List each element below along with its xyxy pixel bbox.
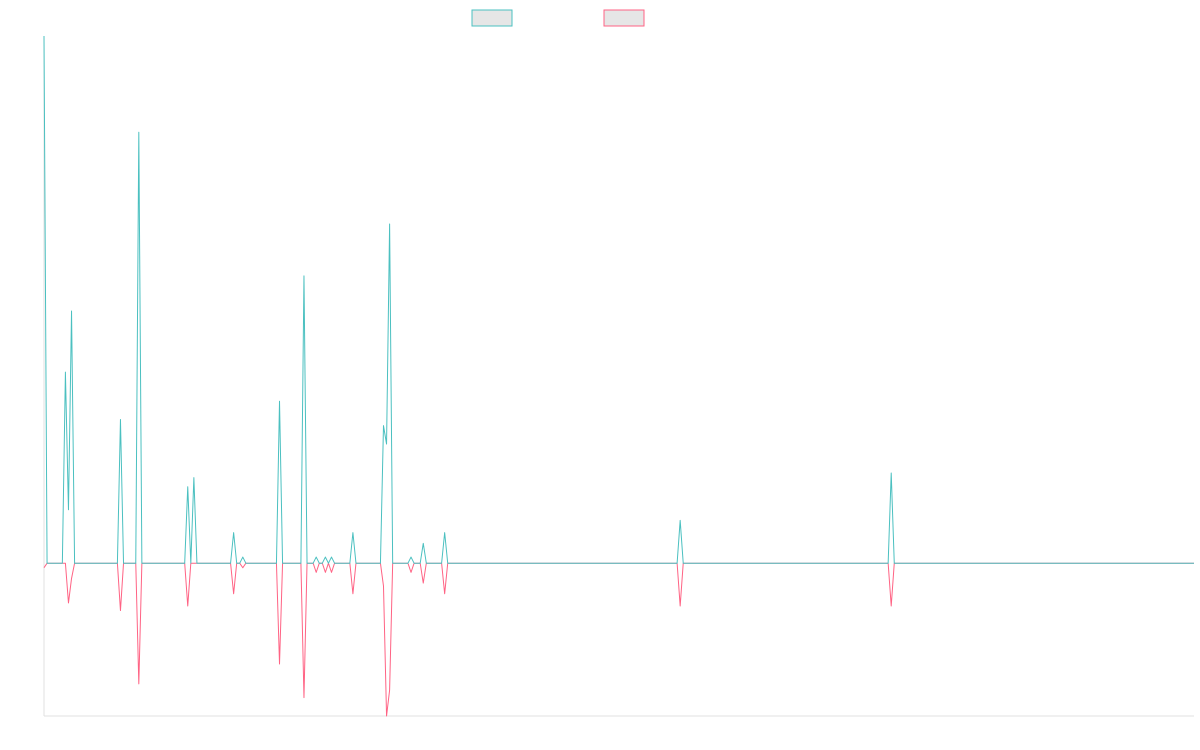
legend xyxy=(471,9,645,27)
legend-swatch-series-a[interactable] xyxy=(471,9,513,27)
series-b-line xyxy=(43,562,1194,717)
legend-swatch-series-b[interactable] xyxy=(603,9,645,27)
series-layer xyxy=(43,35,1194,717)
series-a-line xyxy=(43,35,1194,564)
